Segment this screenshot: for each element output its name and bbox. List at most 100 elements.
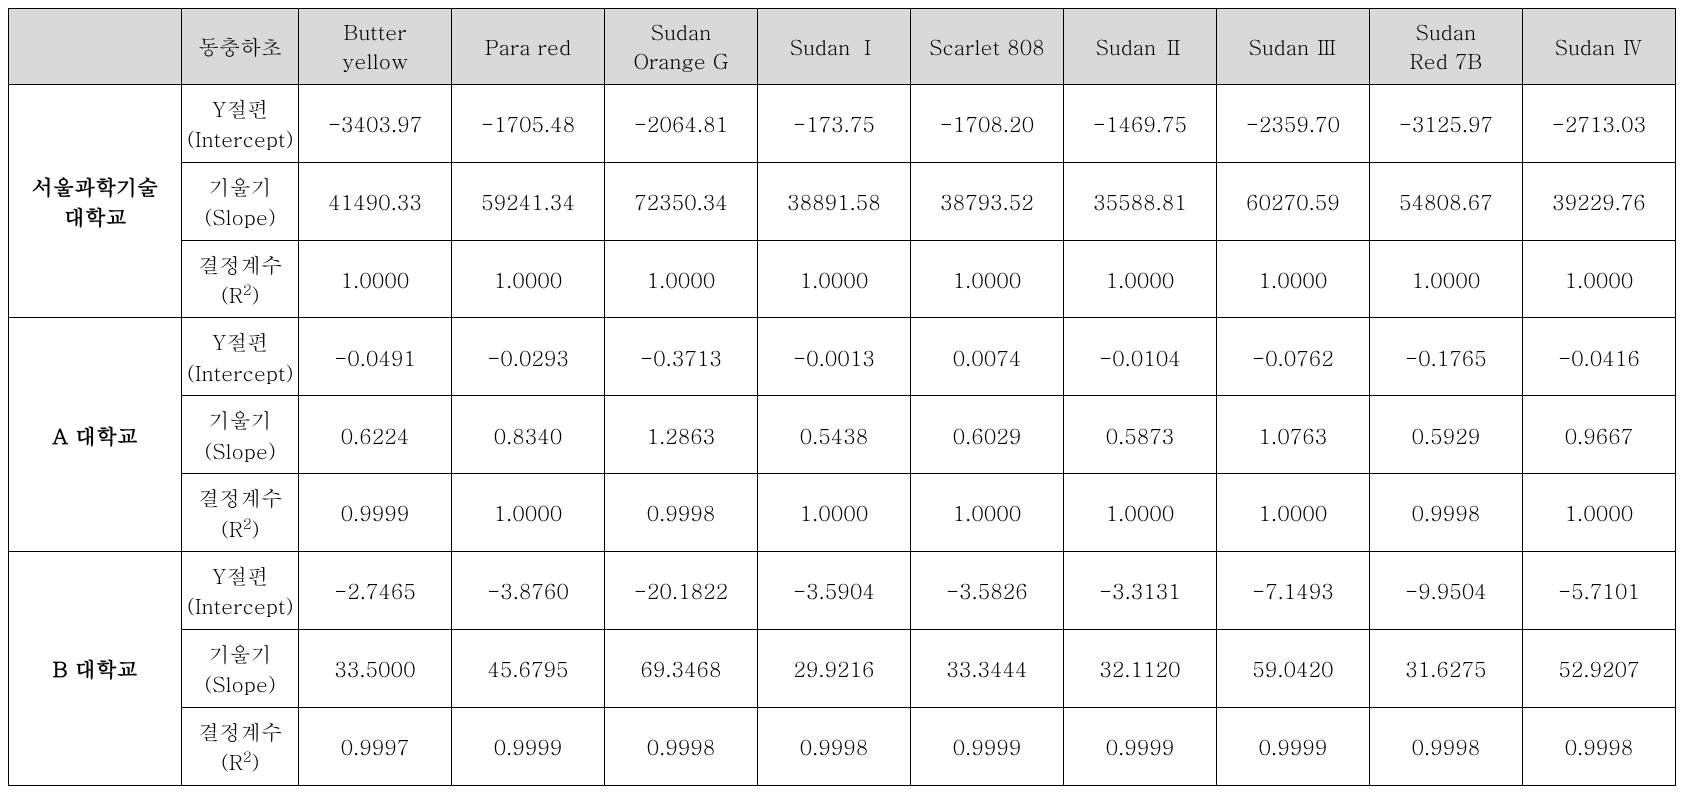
metric-label: 기울기(Slope) (182, 396, 299, 474)
data-cell: 1.0000 (1216, 474, 1369, 552)
table-row: 기울기(Slope)33.500045.679569.346829.921633… (9, 629, 1676, 707)
group-label-line: 대학교 (13, 201, 177, 231)
metric-label-line: 기울기 (186, 404, 294, 434)
data-cell: -3403.97 (299, 84, 452, 162)
data-cell: 72350.34 (604, 162, 757, 240)
metric-label: 결정계수(R2) (182, 707, 299, 785)
group-label: 서울과학기술대학교 (9, 84, 182, 318)
data-cell: 29.9216 (757, 629, 910, 707)
data-cell: 0.9998 (757, 707, 910, 785)
data-cell: -1708.20 (910, 84, 1063, 162)
metric-label-line: (Slope) (186, 435, 294, 465)
data-cell: 0.5438 (757, 396, 910, 474)
column-header-line: Sudan (1374, 17, 1518, 46)
data-cell: -0.0762 (1216, 318, 1369, 396)
data-cell: 0.0074 (910, 318, 1063, 396)
metric-label-line: 기울기 (186, 638, 294, 668)
data-cell: 60270.59 (1216, 162, 1369, 240)
table-row: 결정계수(R2)0.99991.00000.99981.00001.00001.… (9, 474, 1676, 552)
column-header-line: Sudan (609, 17, 753, 46)
data-cell: -3.5826 (910, 552, 1063, 630)
column-header-line: Red 7B (1374, 46, 1518, 75)
data-cell: 1.0000 (910, 474, 1063, 552)
data-cell: -0.0013 (757, 318, 910, 396)
data-cell: -0.1765 (1369, 318, 1522, 396)
column-header: Sudan Ⅰ (757, 9, 910, 85)
data-cell: 0.9999 (910, 707, 1063, 785)
column-header: Sudan Ⅲ (1216, 9, 1369, 85)
data-cell: 0.6224 (299, 396, 452, 474)
metric-label-line: (R2) (186, 279, 294, 309)
metric-label-line: 결정계수 (186, 482, 294, 512)
data-cell: 0.9999 (1063, 707, 1216, 785)
data-cell: -2359.70 (1216, 84, 1369, 162)
column-header: Scarlet 808 (910, 9, 1063, 85)
metric-label-line: (Slope) (186, 201, 294, 231)
data-cell: -2.7465 (299, 552, 452, 630)
table-row: 결정계수(R2)1.00001.00001.00001.00001.00001.… (9, 240, 1676, 318)
metric-label: Y절편(Intercept) (182, 552, 299, 630)
data-cell: 0.9997 (299, 707, 452, 785)
data-cell: 1.0000 (910, 240, 1063, 318)
metric-label-line: Y절편 (186, 560, 294, 590)
table-body: 서울과학기술대학교Y절편(Intercept)-3403.97-1705.48-… (9, 84, 1676, 785)
table-row: B 대학교Y절편(Intercept)-2.7465-3.8760-20.182… (9, 552, 1676, 630)
data-cell: 0.9998 (1369, 707, 1522, 785)
data-cell: 1.0000 (1063, 240, 1216, 318)
data-cell: -3125.97 (1369, 84, 1522, 162)
metric-label-line: (Intercept) (186, 590, 294, 620)
group-label-line: 서울과학기술 (13, 171, 177, 201)
data-cell: 38891.58 (757, 162, 910, 240)
data-cell: 1.2863 (604, 396, 757, 474)
data-cell: 31.6275 (1369, 629, 1522, 707)
data-cell: -2064.81 (604, 84, 757, 162)
data-cell: -7.1493 (1216, 552, 1369, 630)
column-header: Butteryellow (299, 9, 452, 85)
data-cell: -2713.03 (1522, 84, 1675, 162)
column-header: Sudan Ⅳ (1522, 9, 1675, 85)
data-cell: 0.5929 (1369, 396, 1522, 474)
table-row: 결정계수(R2)0.99970.99990.99980.99980.99990.… (9, 707, 1676, 785)
data-cell: 0.9998 (604, 474, 757, 552)
metric-label: 기울기(Slope) (182, 162, 299, 240)
metric-label-line: Y절편 (186, 93, 294, 123)
metric-label-line: (R2) (186, 513, 294, 543)
data-cell: 1.0000 (1369, 240, 1522, 318)
metric-label-line: 결정계수 (186, 716, 294, 746)
table-row: 서울과학기술대학교Y절편(Intercept)-3403.97-1705.48-… (9, 84, 1676, 162)
metric-label-line: (Slope) (186, 668, 294, 698)
data-cell: 35588.81 (1063, 162, 1216, 240)
data-cell: -0.0293 (451, 318, 604, 396)
data-cell: -173.75 (757, 84, 910, 162)
metric-label-line: (Intercept) (186, 123, 294, 153)
data-cell: 0.9998 (1522, 707, 1675, 785)
table-row: 기울기(Slope)41490.3359241.3472350.3438891.… (9, 162, 1676, 240)
data-cell: 0.6029 (910, 396, 1063, 474)
data-cell: -0.0416 (1522, 318, 1675, 396)
data-cell: 0.9999 (451, 707, 604, 785)
metric-label-line: 결정계수 (186, 249, 294, 279)
metric-label: Y절편(Intercept) (182, 84, 299, 162)
data-cell: -3.5904 (757, 552, 910, 630)
header-row: 동충하초ButteryellowPara redSudanOrange GSud… (9, 9, 1676, 85)
data-cell: -3.8760 (451, 552, 604, 630)
data-cell: 59241.34 (451, 162, 604, 240)
data-cell: -0.0491 (299, 318, 452, 396)
data-cell: -1469.75 (1063, 84, 1216, 162)
data-cell: 41490.33 (299, 162, 452, 240)
column-header: SudanOrange G (604, 9, 757, 85)
group-label: A 대학교 (9, 318, 182, 552)
metric-label: Y절편(Intercept) (182, 318, 299, 396)
data-cell: 54808.67 (1369, 162, 1522, 240)
data-cell: 1.0000 (757, 240, 910, 318)
data-cell: 1.0000 (1063, 474, 1216, 552)
data-cell: 0.9999 (299, 474, 452, 552)
metric-label-line: Y절편 (186, 326, 294, 356)
data-cell: 1.0000 (757, 474, 910, 552)
column-header-line: yellow (303, 46, 447, 75)
calibration-table: 동충하초ButteryellowPara redSudanOrange GSud… (8, 8, 1676, 786)
metric-label: 결정계수(R2) (182, 474, 299, 552)
data-cell: 1.0000 (1522, 240, 1675, 318)
metric-label: 결정계수(R2) (182, 240, 299, 318)
data-cell: 0.9999 (1216, 707, 1369, 785)
